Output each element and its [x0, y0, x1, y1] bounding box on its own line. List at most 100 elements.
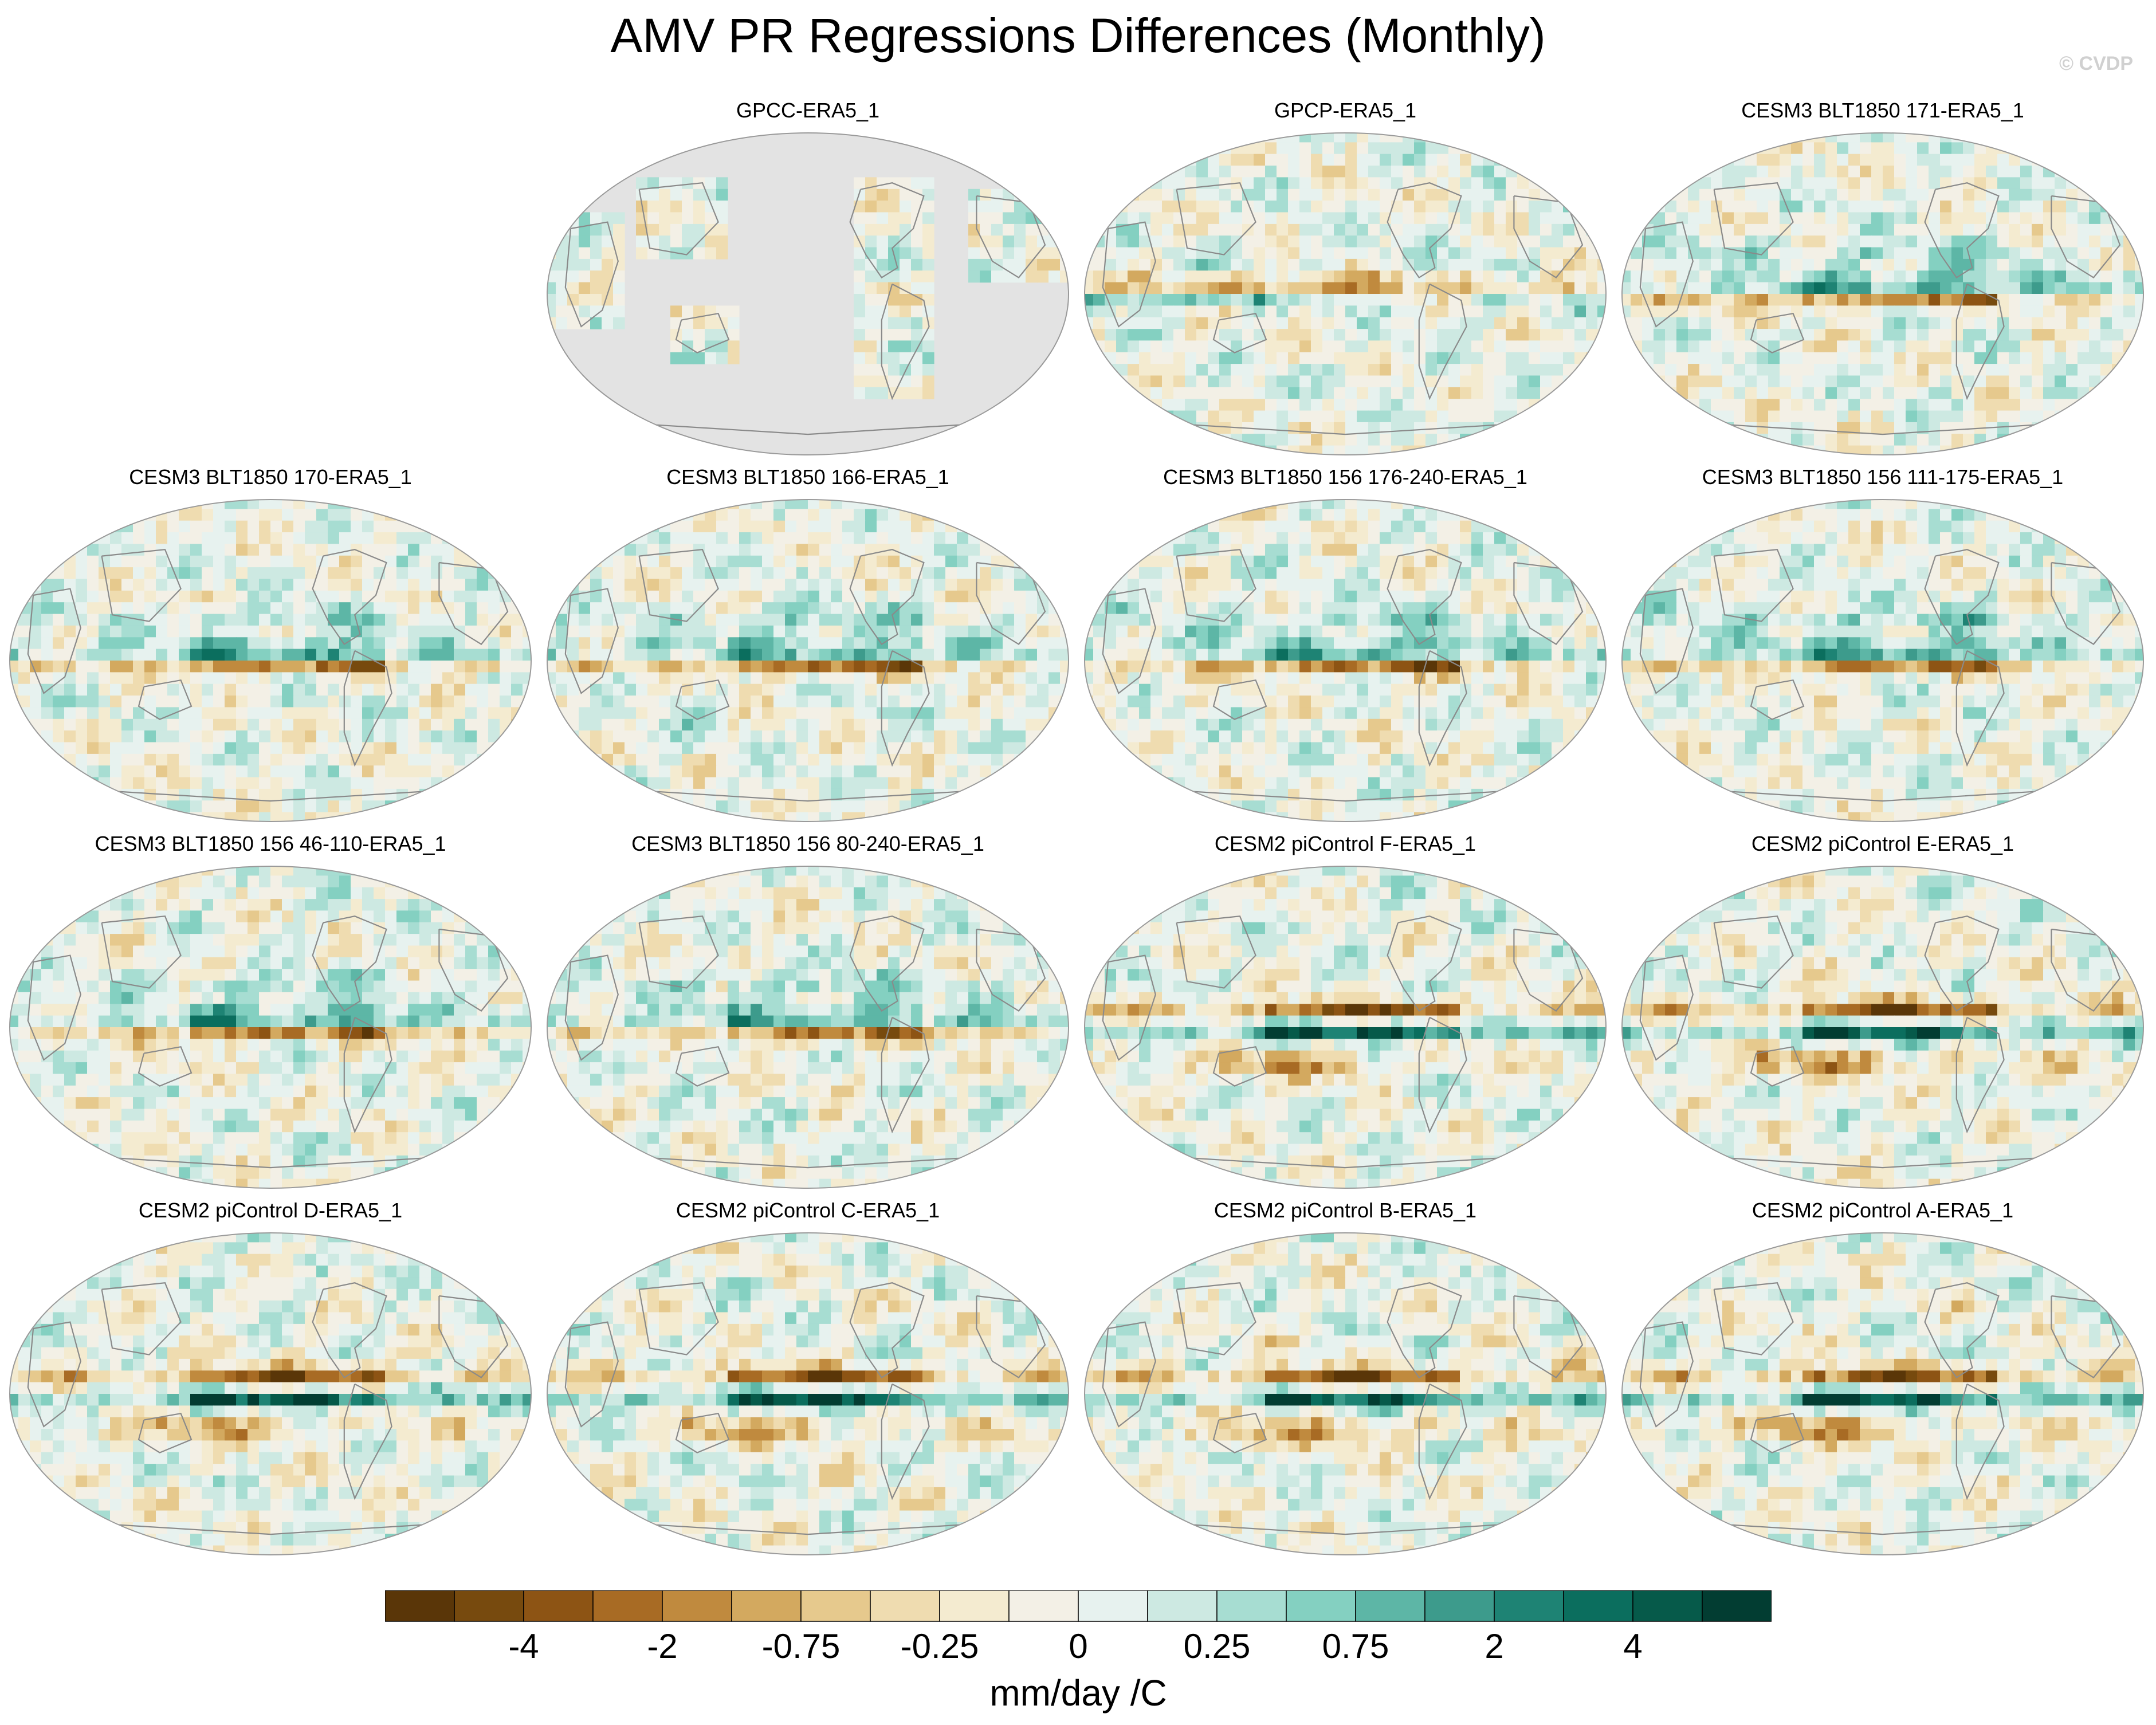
map-cell [579, 509, 591, 521]
map-cell [1563, 352, 1575, 364]
map-cell [2043, 317, 2055, 329]
coastline [27, 588, 81, 694]
map-cell [202, 661, 214, 673]
map-cell [556, 212, 568, 225]
map-cell [1768, 166, 1780, 178]
map-cell [716, 223, 728, 236]
map-cell [305, 590, 317, 603]
map-cell [716, 649, 728, 661]
map-cell [579, 258, 591, 271]
map-cell [305, 753, 317, 766]
map-cell [2078, 258, 2090, 271]
map-cell [1128, 133, 1140, 143]
map-cell [2112, 399, 2124, 411]
map-cell [1334, 352, 1346, 364]
map-cell [1128, 154, 1140, 166]
map-cell [1917, 223, 1929, 236]
map-cell [454, 637, 466, 650]
map-cell [900, 329, 912, 341]
map-cell [751, 649, 763, 661]
map-cell [431, 742, 443, 755]
map-cell [1676, 142, 1688, 155]
map-cell [328, 777, 340, 789]
map-cell [1951, 166, 1963, 178]
map-cell [1848, 142, 1860, 155]
map-cell [1380, 223, 1392, 236]
map-cell [1150, 364, 1163, 376]
map-cell [500, 649, 512, 661]
map-cell [30, 637, 42, 650]
map-cell [900, 520, 912, 533]
map-cell [1437, 188, 1449, 201]
map-cell [602, 305, 614, 318]
map-cell [957, 614, 969, 626]
map-cell [2009, 247, 2021, 260]
map-cell [1791, 410, 1803, 423]
map-cell [888, 579, 900, 591]
map-cell [282, 812, 294, 822]
map-cell [590, 235, 602, 248]
map-cell [87, 730, 99, 743]
map-cell [567, 555, 579, 568]
map-cell [156, 730, 168, 743]
map-cell [1791, 166, 1803, 178]
map-cell [1345, 177, 1357, 190]
map-cell [408, 683, 420, 696]
map-cell [1093, 188, 1105, 201]
map-cell [30, 788, 42, 801]
map-cell [1208, 387, 1220, 399]
map-cell [18, 520, 30, 533]
map-cell [613, 649, 625, 661]
map-cell [305, 649, 317, 661]
map-cell [900, 602, 912, 615]
map-cell [1974, 212, 1986, 225]
map-cell [1745, 375, 1757, 388]
map-cell [225, 777, 237, 789]
map-cell [339, 520, 351, 533]
map-cell [831, 520, 843, 533]
map-cell [385, 777, 397, 789]
map-cell [1883, 247, 1895, 260]
map-cell [2112, 445, 2124, 455]
map-cell [1574, 142, 1586, 155]
map-cell [385, 812, 397, 822]
map-cell [2100, 434, 2112, 446]
map-cell [1460, 223, 1472, 236]
map-cell [1711, 364, 1723, 376]
map-cell [396, 753, 409, 766]
map-cell [293, 637, 305, 650]
map-cell [374, 661, 386, 673]
map-cell [854, 188, 866, 201]
map-cell [2123, 282, 2135, 294]
map-cell [1654, 445, 1666, 455]
map-cell [1277, 212, 1289, 225]
map-cell [339, 649, 351, 661]
map-cell [30, 567, 42, 580]
map-cell [213, 707, 225, 720]
coastline [1212, 312, 1267, 353]
map-cell [1368, 142, 1380, 155]
map-cell [282, 707, 294, 720]
map-cell [1345, 329, 1357, 341]
map-cell [1494, 399, 1506, 411]
map-cell [785, 567, 797, 580]
map-cell [1471, 188, 1483, 201]
map-cell [2078, 235, 2090, 248]
map-cell [1883, 340, 1895, 353]
map-cell [1085, 201, 1094, 213]
map-cell [1322, 223, 1334, 236]
map-cell [1014, 520, 1026, 533]
map-cell [1162, 270, 1174, 283]
map-cell [922, 329, 934, 341]
map-cell [190, 567, 202, 580]
map-cell [2020, 317, 2032, 329]
map-cell [705, 352, 717, 364]
map-cell [1242, 329, 1254, 341]
map-cell [1026, 590, 1038, 603]
map-cell [1437, 317, 1449, 329]
map-cell [1311, 223, 1323, 236]
map-cell [179, 742, 191, 755]
map-cell [1734, 154, 1746, 166]
map-cell [419, 532, 431, 545]
map-cell [1357, 201, 1369, 213]
